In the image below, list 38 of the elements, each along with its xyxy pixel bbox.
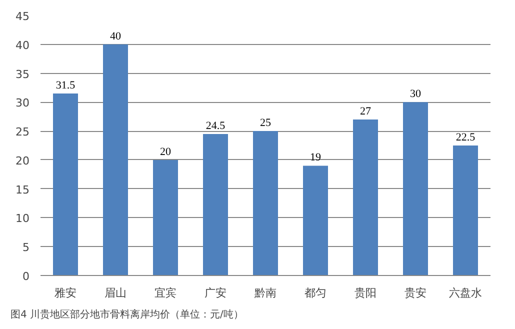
data-label: 30 [410,88,422,100]
data-label: 24.5 [206,120,226,132]
bar [253,131,278,276]
caption: 图4 川贵地区部分地市骨料离岸均价（单位：元/吨） [10,308,244,320]
y-tick-label: 10 [16,212,30,226]
bar [403,102,428,276]
y-tick-label: 45 [16,10,30,23]
bar [153,160,178,276]
bar [353,120,378,276]
data-label: 40 [110,30,122,42]
x-tick-label: 广安 [204,286,226,300]
y-tick-label: 35 [16,68,30,81]
x-tick-label: 宜宾 [154,286,176,300]
data-label: 19 [310,152,322,164]
y-tick-label: 30 [16,96,30,110]
bar [303,166,328,276]
y-tick-label: 0 [22,270,30,283]
y-tick-label: 20 [16,154,30,168]
x-tick-label: 六盘水 [449,286,482,300]
y-tick-label: 25 [16,126,30,139]
data-label: 27 [360,106,372,118]
bar [103,44,128,276]
bar [53,94,78,276]
x-tick-label: 黔南 [254,286,276,300]
data-label: 31.5 [56,80,76,92]
data-label: 25 [260,117,272,130]
x-tick-label: 雅安 [54,286,76,300]
data-label: 22.5 [456,132,476,144]
y-tick-label: 40 [16,38,30,52]
bar [203,134,228,276]
x-tick-label: 贵安 [404,286,426,300]
y-tick-label: 5 [22,241,30,254]
x-tick-label: 都匀 [304,286,326,300]
data-label: 20 [160,146,172,158]
x-tick-label: 贵阳 [354,286,376,300]
y-tick-label: 15 [16,183,30,196]
bar [453,146,478,276]
x-tick-label: 眉山 [104,286,126,300]
